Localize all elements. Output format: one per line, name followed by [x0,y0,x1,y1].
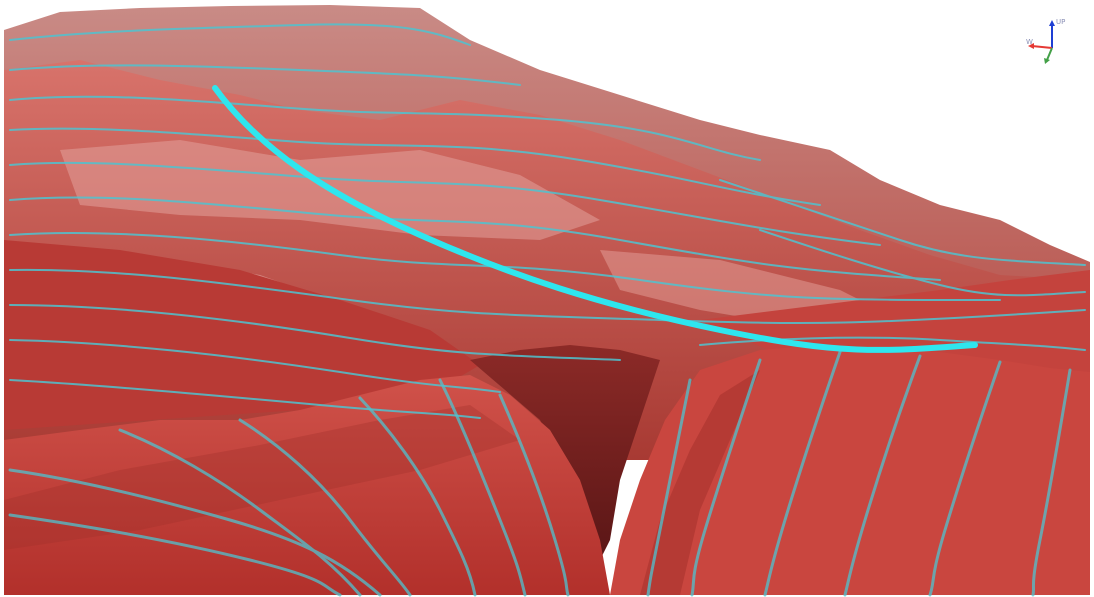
foreground-right [610,345,1090,595]
foreground-contours [8,350,1072,597]
contour-line [9,95,761,161]
contour-line [238,418,412,597]
foreground-shade [4,405,520,550]
contour-line [8,513,342,597]
contour-line [1031,368,1072,597]
contour-line [9,304,621,361]
contour-line [928,360,1002,597]
foreground-shade [640,370,760,595]
contour-line [719,179,1086,266]
z-axis-arrow [1049,20,1055,26]
contour-lines [9,23,1086,419]
contour-line [118,428,362,597]
contour-line [9,161,881,246]
contour-line [9,196,941,281]
axis-x-label: W [1026,38,1033,46]
axis-gizmo[interactable]: UP W [1020,14,1072,66]
contour-line [843,354,922,597]
contour-line [690,358,762,597]
y-axis [1046,47,1053,61]
valley-gorge [470,345,660,560]
axis-gizmo-graphic: UP W [1026,18,1065,64]
contour-line [8,468,382,597]
x-axis-arrow [1028,43,1034,49]
contour-line [9,339,501,393]
contour-line [646,378,692,597]
y-axis-arrow [1044,58,1050,64]
contour-line [759,229,1086,297]
contour-line [498,393,570,597]
contour-line [9,268,1086,324]
contour-line [9,127,821,206]
contour-line [358,396,477,597]
axis-up-label: UP [1056,18,1065,26]
contour-line [9,64,521,86]
contour-line [9,379,481,419]
x-axis [1031,45,1053,49]
left-cliff [4,240,480,430]
contour-line [9,23,471,46]
contour-line [9,231,1001,301]
contour-line [763,350,842,597]
profile-line[interactable] [212,85,978,353]
contour-line [438,378,527,597]
